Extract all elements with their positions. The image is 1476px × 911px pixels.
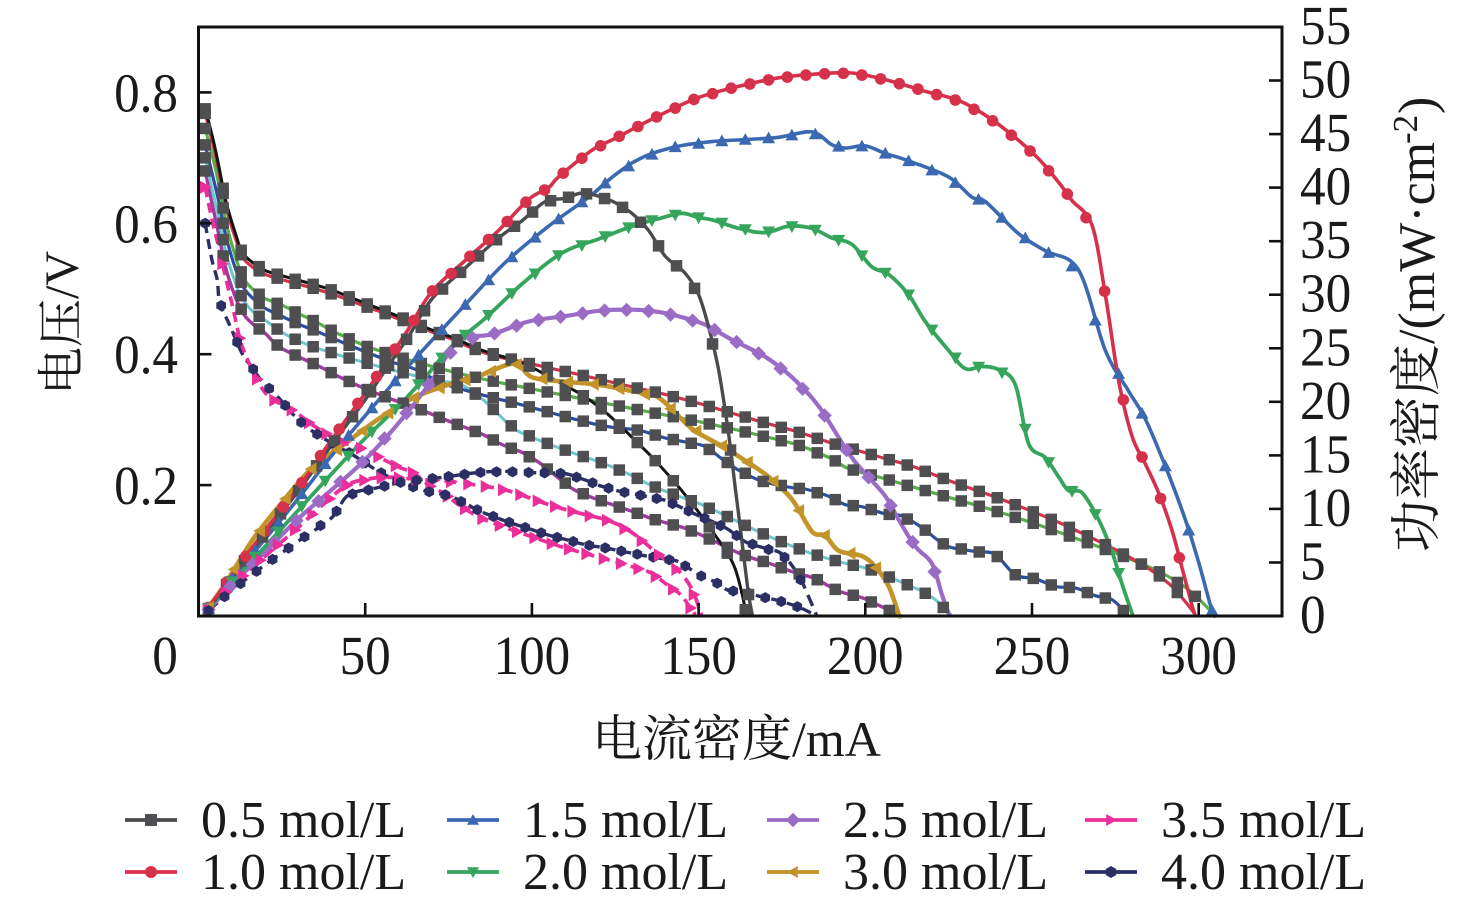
- svg-text:40: 40: [1300, 156, 1351, 217]
- svg-text:300: 300: [1160, 625, 1237, 686]
- svg-text:/V: /V: [36, 251, 89, 299]
- svg-text:/(mW·cm: /(mW·cm: [1389, 142, 1446, 344]
- svg-text:1.0 mol/L: 1.0 mol/L: [201, 844, 406, 901]
- svg-text:0.8: 0.8: [114, 62, 178, 123]
- svg-text:0: 0: [1300, 584, 1326, 645]
- svg-text:0.2: 0.2: [114, 455, 178, 516]
- svg-text:200: 200: [827, 625, 904, 686]
- svg-text:1.5 mol/L: 1.5 mol/L: [523, 792, 728, 849]
- svg-text:3.5 mol/L: 3.5 mol/L: [1161, 792, 1366, 849]
- svg-text:35: 35: [1300, 209, 1351, 270]
- svg-text:30: 30: [1300, 263, 1351, 324]
- svg-text:50: 50: [1300, 49, 1351, 110]
- svg-text:0.6: 0.6: [114, 193, 178, 254]
- svg-text:0.4: 0.4: [114, 324, 178, 385]
- svg-text:0.5 mol/L: 0.5 mol/L: [201, 792, 406, 849]
- svg-text:15: 15: [1300, 423, 1351, 484]
- svg-text:20: 20: [1300, 370, 1351, 431]
- svg-text:-2: -2: [1386, 115, 1425, 144]
- svg-text:100: 100: [494, 625, 571, 686]
- svg-text:10: 10: [1300, 477, 1351, 538]
- svg-text:250: 250: [994, 625, 1071, 686]
- svg-text:50: 50: [340, 625, 391, 686]
- svg-text:2.0 mol/L: 2.0 mol/L: [523, 844, 728, 901]
- svg-text:/mA: /mA: [792, 711, 881, 767]
- svg-text:2.5 mol/L: 2.5 mol/L: [843, 792, 1048, 849]
- svg-text:150: 150: [660, 625, 737, 686]
- svg-text:3.0 mol/L: 3.0 mol/L: [843, 844, 1048, 901]
- svg-text:): ): [1389, 97, 1446, 114]
- svg-text:55: 55: [1300, 0, 1351, 56]
- svg-text:25: 25: [1300, 316, 1351, 377]
- svg-text:5: 5: [1300, 530, 1326, 591]
- svg-text:45: 45: [1300, 102, 1351, 163]
- svg-text:4.0 mol/L: 4.0 mol/L: [1161, 844, 1366, 901]
- svg-text:0: 0: [152, 625, 178, 686]
